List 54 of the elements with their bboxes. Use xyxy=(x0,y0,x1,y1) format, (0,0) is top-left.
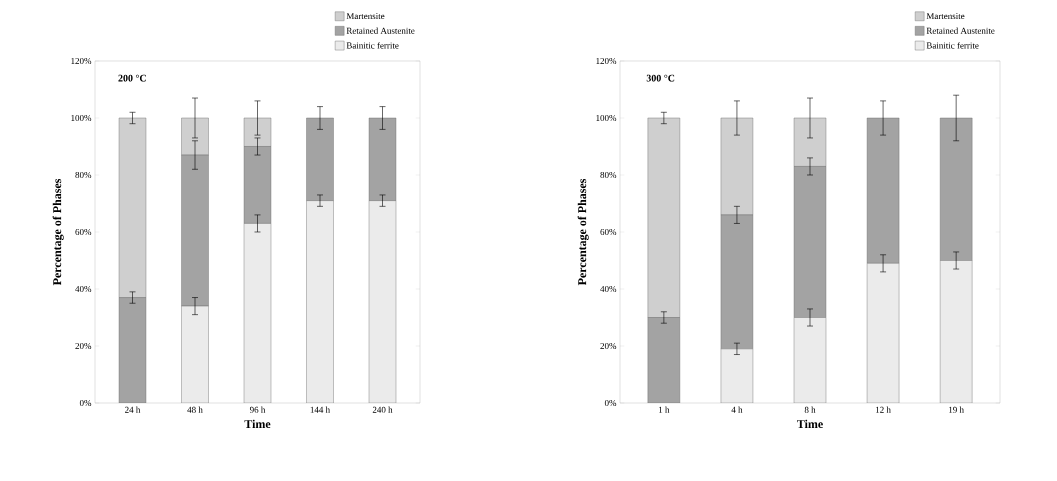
x-tick-label: 19 h xyxy=(949,406,964,413)
y-tick-label: 80% xyxy=(600,171,617,179)
bar xyxy=(647,317,681,403)
y-axis-title: Percentage of Phases xyxy=(577,178,589,286)
bar xyxy=(243,223,272,403)
legend-label: Martensite xyxy=(926,13,965,20)
bar xyxy=(243,146,272,224)
bar xyxy=(720,214,754,350)
y-tick-label: 20% xyxy=(75,342,92,350)
x-axis-title: Time xyxy=(244,419,271,429)
y-tick-label: 20% xyxy=(600,342,617,350)
y-tick-label: 0% xyxy=(604,399,617,407)
x-tick-label: 144 h xyxy=(310,406,330,413)
y-tick-label: 100% xyxy=(71,114,92,122)
y-tick-label: 120% xyxy=(71,57,92,65)
bar xyxy=(181,305,209,403)
legend-label: Retained Austenite xyxy=(926,27,995,34)
bar xyxy=(939,117,973,261)
legend-label: Bainitic ferrite xyxy=(926,42,979,49)
y-tick-label: 40% xyxy=(75,285,92,293)
bar xyxy=(118,297,147,403)
bar xyxy=(866,263,900,403)
x-tick-label: 240 h xyxy=(372,406,393,413)
bar xyxy=(866,117,900,264)
legend-label: Bainitic ferrite xyxy=(346,42,399,49)
x-tick-label: 96 h xyxy=(249,406,266,413)
y-axis-title: Percentage of Phases xyxy=(52,178,64,286)
legend-label: Martensite xyxy=(346,13,385,20)
annotation: 200 °C xyxy=(118,74,146,82)
y-tick-label: 100% xyxy=(596,114,617,122)
y-tick-label: 80% xyxy=(75,171,92,179)
bar xyxy=(306,117,334,201)
bar xyxy=(793,317,827,403)
bar xyxy=(939,260,973,403)
y-tick-label: 60% xyxy=(75,228,92,236)
bar xyxy=(306,200,334,403)
x-tick-label: 12 h xyxy=(876,406,891,413)
y-tick-label: 40% xyxy=(600,285,617,293)
y-tick-label: 120% xyxy=(596,57,617,65)
legend-label: Retained Austenite xyxy=(346,27,415,34)
x-axis-title: Time xyxy=(797,419,823,429)
bar xyxy=(181,154,209,307)
x-tick-label: 24 h xyxy=(125,406,141,413)
bar xyxy=(368,117,397,201)
annotation: 300 °C xyxy=(646,74,675,82)
x-tick-label: 1 h xyxy=(659,406,670,413)
x-tick-label: 4 h xyxy=(731,406,743,413)
x-tick-label: 48 h xyxy=(187,406,203,413)
y-tick-label: 60% xyxy=(600,228,617,236)
bar xyxy=(368,200,397,403)
y-tick-label: 0% xyxy=(79,399,92,407)
bar xyxy=(720,348,754,403)
bar xyxy=(793,166,827,318)
x-tick-label: 8 h xyxy=(804,406,816,413)
